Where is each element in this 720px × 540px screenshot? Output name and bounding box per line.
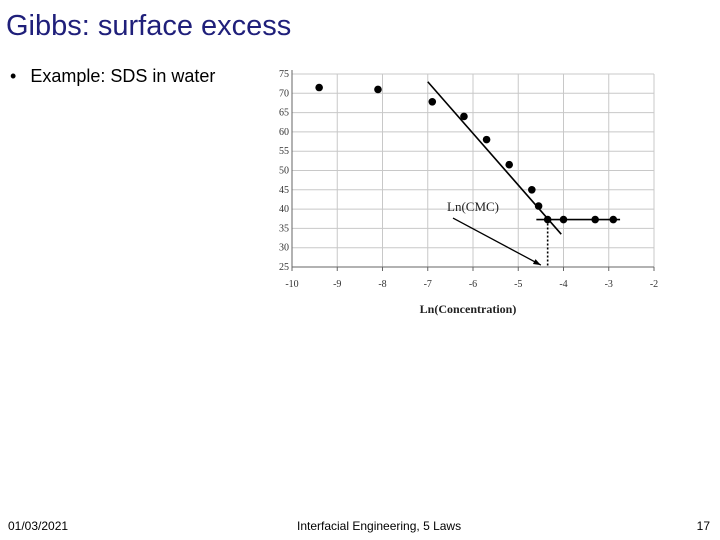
bullet-dot: • (10, 66, 17, 86)
data-point (315, 83, 323, 92)
y-tick-label: 50 (279, 166, 289, 177)
y-tick-label: 60 (279, 127, 289, 138)
y-tick-label: 70 (279, 88, 289, 99)
data-point (374, 85, 382, 94)
data-point (528, 186, 536, 194)
x-axis-label: Ln(Concentration) (420, 302, 517, 316)
y-tick-label: 35 (279, 223, 289, 234)
cmc-arrow-head (532, 259, 541, 266)
y-tick-label: 65 (279, 108, 289, 119)
data-point (543, 215, 552, 224)
data-point (609, 215, 618, 224)
x-tick-label: -7 (424, 279, 432, 290)
page-number: 17 (696, 519, 710, 533)
data-point (460, 112, 468, 121)
bullet-item: • Example: SDS in water (10, 66, 215, 87)
x-tick-label: -5 (514, 279, 522, 290)
x-tick-label: -2 (650, 279, 658, 290)
cmc-arrow-line (452, 217, 542, 266)
x-tick-label: -9 (333, 279, 341, 290)
surface-tension-chart: 25 30 35 40 45 50 55 60 65 70 75 -10 -9 -8 -7 -6 -5 -4 -3 -… (279, 69, 658, 316)
x-tick-label: -10 (285, 279, 298, 290)
y-tick-label: 45 (279, 185, 289, 196)
data-point (428, 97, 437, 106)
x-tick-label: -6 (469, 279, 477, 290)
footer-date: 01/03/2021 (8, 519, 69, 533)
y-tick-label: 25 (279, 262, 289, 273)
x-tick-label: -8 (378, 279, 386, 290)
slide-title: Gibbs: surface excess (6, 10, 292, 42)
data-point (482, 135, 491, 144)
data-point (505, 160, 513, 169)
bullet-text: Example: SDS in water (30, 66, 216, 86)
x-tick-label: -4 (559, 279, 567, 290)
data-point (591, 215, 599, 224)
y-tick-label: 30 (279, 243, 289, 254)
x-tick-label: -3 (605, 279, 613, 290)
cmc-annotation-label: Ln(CMC) (447, 199, 499, 214)
data-point (534, 202, 543, 210)
y-tick-label: 55 (279, 146, 289, 157)
data-point (559, 215, 568, 224)
footer-caption: Interfacial Engineering, 5 Laws (297, 519, 462, 533)
y-tick-label: 40 (279, 204, 289, 215)
y-tick-label: 75 (279, 69, 289, 80)
